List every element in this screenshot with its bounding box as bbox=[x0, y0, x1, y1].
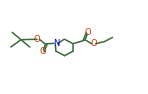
Text: O: O bbox=[85, 28, 91, 37]
Text: O: O bbox=[90, 39, 97, 48]
Text: O: O bbox=[40, 47, 46, 56]
Text: N: N bbox=[53, 39, 59, 48]
Text: O: O bbox=[34, 35, 40, 44]
